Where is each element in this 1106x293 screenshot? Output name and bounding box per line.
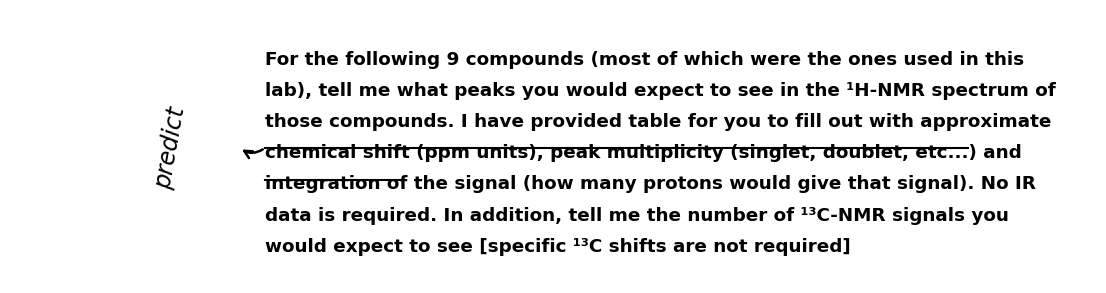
Text: predict: predict xyxy=(152,105,190,191)
Text: those compounds. I have provided table for you to fill out with approximate: those compounds. I have provided table f… xyxy=(265,113,1052,131)
Text: data is required. In addition, tell me the number of ¹³C-NMR signals you: data is required. In addition, tell me t… xyxy=(265,207,1009,225)
Text: For the following 9 compounds (most of which were the ones used in this: For the following 9 compounds (most of w… xyxy=(265,51,1024,69)
Text: chemical shift (ppm units), peak multiplicity (singlet, doublet, etc...) and: chemical shift (ppm units), peak multipl… xyxy=(265,144,1022,162)
Text: integration of the signal (how many protons would give that signal). No IR: integration of the signal (how many prot… xyxy=(265,176,1036,193)
Text: would expect to see [specific ¹³C shifts are not required]: would expect to see [specific ¹³C shifts… xyxy=(265,238,851,256)
Text: lab), tell me what peaks you would expect to see in the ¹H-NMR spectrum of: lab), tell me what peaks you would expec… xyxy=(265,82,1056,100)
